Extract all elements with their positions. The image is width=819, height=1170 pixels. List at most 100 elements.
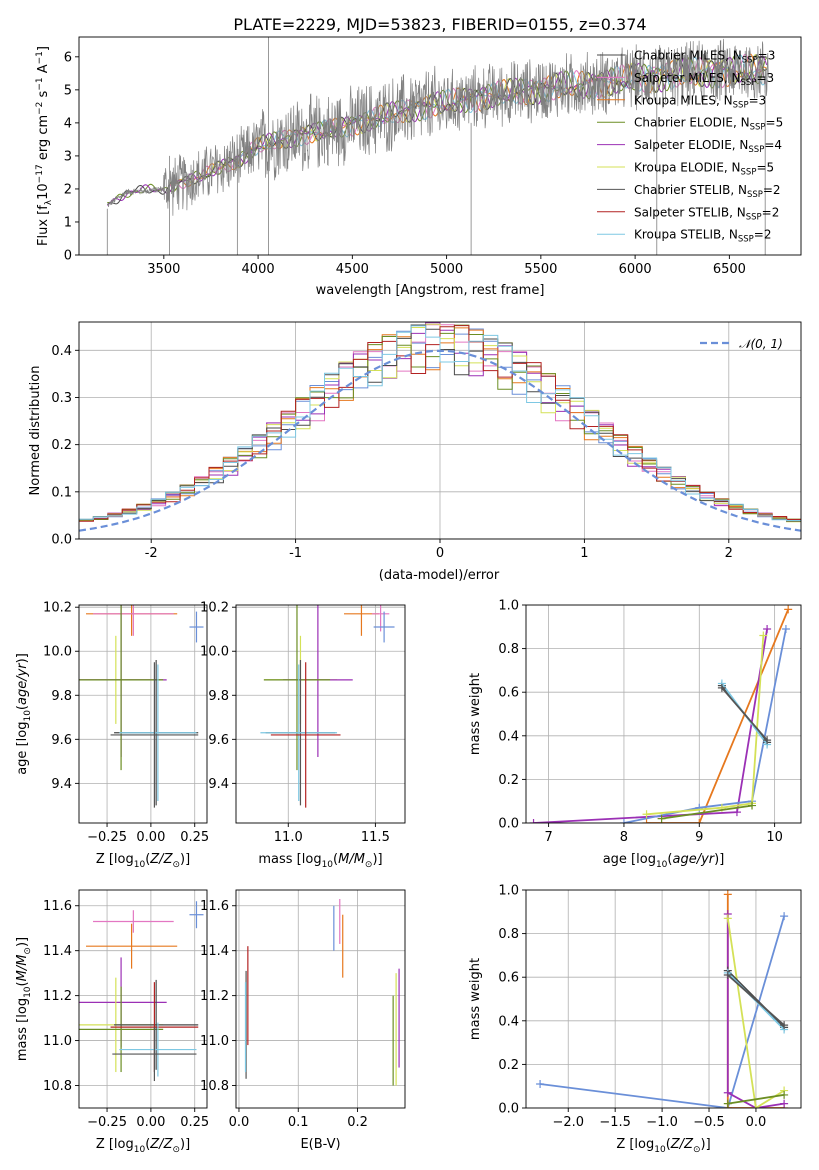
x-tick-label: 0 (436, 546, 444, 561)
y-tick-label: 11.6 (200, 899, 229, 914)
legend-entry: Salpeter STELIB, NSSP=2 (634, 205, 779, 222)
chart-age_vs_Z: −0.25 0.00 0.25 9.4 9.6 9.8 10.0 10.2 (43, 601, 209, 845)
y-tick-label: 11.4 (200, 944, 229, 959)
errorbar-point (270, 662, 341, 808)
y-tick-label: 1.0 (498, 599, 519, 614)
chart-residuals: -2 -1 0 1 2 0.0 0.1 0.2 0.3 0.4 (51, 321, 802, 561)
x-tick-label: 7 (544, 830, 552, 845)
x-tick-label: −2.0 (552, 1115, 584, 1130)
weight-line (727, 974, 785, 1026)
y-tick-label: 11.0 (43, 1034, 72, 1049)
chart-mass_weight_vs_age: 7 8 9 10 0.0 0.2 0.4 0.6 0.8 1.0 (498, 599, 802, 845)
x-tick-label: 0.2 (347, 1115, 368, 1130)
y-tick-label: 0.6 (498, 971, 519, 986)
chart-spectrum: 3500 4000 4500 5000 5500 6000 6500 0 1 2 3 4 5 6 (64, 36, 802, 277)
errorbar-point (373, 611, 395, 643)
axes-frame (235, 604, 406, 824)
x-axis-label: Z [log10(Z/Z⊙)] (96, 852, 190, 870)
weight-marker (657, 814, 666, 823)
plot-area (236, 605, 405, 823)
axes-frame (525, 604, 802, 824)
weight-marker (642, 810, 651, 819)
histogram-step (79, 325, 801, 521)
x-axis-label: (data-model)/error (379, 568, 500, 583)
y-tick-label: 0.8 (498, 927, 519, 942)
errorbar-point (93, 605, 174, 636)
weight-marker (732, 808, 741, 817)
plot-area (79, 890, 207, 1108)
chart-mass_vs_Z: −0.25 0.00 0.25 10.8 11.0 11.2 11.4 11.6 (43, 889, 209, 1130)
weight-line (646, 609, 790, 823)
weight-line (646, 635, 765, 816)
weight-marker (619, 819, 628, 823)
y-axis-label: age [log10(age/yr)] (15, 653, 33, 775)
y-tick-label: 0.2 (498, 773, 519, 788)
plot-area (526, 890, 801, 1108)
weight-marker (780, 1099, 789, 1108)
y-tick-label: 11.2 (43, 989, 72, 1004)
plot-area (106, 37, 770, 255)
y-tick-label: 0.4 (498, 729, 519, 744)
weight-marker (723, 1088, 732, 1097)
y-tick-label: 9.4 (51, 777, 72, 792)
x-tick-label: 5500 (524, 262, 557, 277)
y-tick-label: 0.2 (498, 1058, 519, 1073)
legend-entry: Salpeter MILES, NSSP=3 (634, 71, 774, 88)
y-tick-label: 10.8 (43, 1079, 72, 1094)
y-tick-label: 9.4 (208, 777, 229, 792)
weight-marker (536, 1080, 545, 1089)
y-tick-label: 0 (64, 249, 72, 264)
legend-entry: Chabrier STELIB, NSSP=2 (634, 183, 781, 200)
plot-area (79, 322, 801, 539)
weight-marker (751, 1104, 760, 1108)
x-tick-label: 0.25 (180, 830, 209, 845)
errorbar-point (119, 664, 197, 801)
weight-marker (695, 819, 704, 823)
x-tick-label: 1 (580, 546, 588, 561)
errorbar-point (263, 605, 331, 771)
legend-entry: Kroupa MILES, NSSP=3 (634, 93, 766, 110)
errorbar-point (79, 605, 164, 771)
weight-marker (723, 914, 732, 923)
y-tick-label: 0.2 (51, 438, 72, 453)
x-tick-label: 6000 (619, 262, 652, 277)
y-tick-label: 11.6 (43, 899, 72, 914)
plot-area (236, 890, 405, 1108)
y-axis-label: mass [log10(M/M⊙)] (15, 937, 33, 1061)
y-tick-label: 10.0 (43, 645, 72, 660)
x-axis-label: E(B-V) (300, 1137, 340, 1152)
weight-marker (780, 1021, 789, 1030)
x-tick-label: 0.0 (229, 1115, 250, 1130)
chart-age_vs_mass: 11.0 11.5 9.4 9.6 9.8 10.0 10.2 (200, 601, 406, 845)
weight-marker (723, 1099, 732, 1108)
x-tick-label: 2 (725, 546, 733, 561)
x-tick-label: 0.0 (746, 1115, 767, 1130)
weight-marker (642, 819, 651, 823)
errorbar-point (110, 662, 199, 808)
y-tick-label: 9.6 (51, 733, 72, 748)
axes-frame (78, 604, 208, 824)
axes-frame (78, 889, 208, 1109)
x-tick-label: 3500 (147, 262, 180, 277)
x-axis-label: age [log10(age/yr)] (603, 852, 725, 870)
x-tick-label: 0.25 (180, 1115, 209, 1130)
weight-marker (723, 971, 732, 980)
x-tick-label: 0.1 (288, 1115, 309, 1130)
x-tick-label: -2 (145, 546, 158, 561)
weight-marker (748, 801, 757, 810)
y-axis-label: mass weight (468, 673, 483, 755)
x-tick-label: 4000 (242, 262, 275, 277)
weight-marker (780, 912, 789, 921)
x-tick-label: 6500 (713, 262, 746, 277)
y-tick-label: 9.6 (208, 733, 229, 748)
x-tick-label: 11.0 (274, 830, 303, 845)
x-tick-label: 10 (766, 830, 783, 845)
weight-marker (759, 631, 768, 640)
y-tick-label: 0.1 (51, 485, 72, 500)
x-tick-label: 0.00 (136, 830, 165, 845)
y-tick-label: 3 (64, 149, 72, 164)
weight-line (533, 628, 768, 823)
x-tick-label: -1 (289, 546, 302, 561)
y-tick-label: 10.2 (200, 601, 229, 616)
